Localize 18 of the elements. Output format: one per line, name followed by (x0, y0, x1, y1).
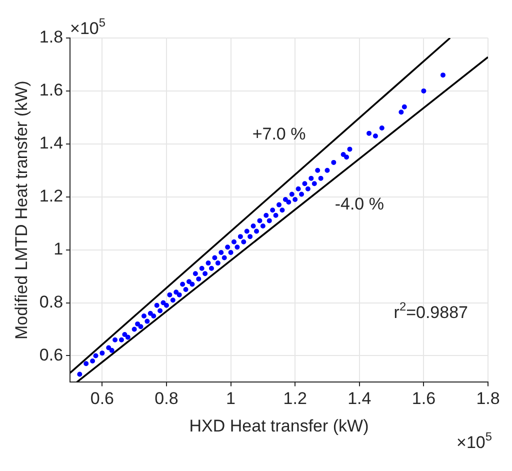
x-tick-label: 1 (226, 389, 236, 408)
annotation: -4.0 % (334, 194, 384, 214)
y-axis-title: Modified LMTD Heat transfer (kW) (12, 80, 31, 340)
x-tick-label: 1.4 (348, 389, 372, 408)
y-tick-label: 1 (54, 240, 64, 259)
annotation: +7.0 % (252, 124, 306, 144)
y-tick-label: 1.8 (39, 28, 64, 47)
x-tick-label: 1.2 (283, 389, 307, 408)
y-tick-label: 0.8 (39, 292, 64, 312)
y-tick-label: 0.6 (39, 345, 64, 364)
y-tick-label: 1.4 (39, 134, 64, 153)
y-tick-label: 1.6 (39, 80, 64, 100)
y-tick-label: 1.2 (39, 186, 64, 206)
x-tick-label: 0.8 (154, 389, 178, 408)
x-tick-label: 0.6 (90, 389, 114, 408)
x-axis-title: HXD Heat transfer (kW) (189, 416, 369, 436)
x-tick-label: 1.6 (412, 389, 436, 408)
x-tick-label: 1.8 (476, 389, 500, 408)
